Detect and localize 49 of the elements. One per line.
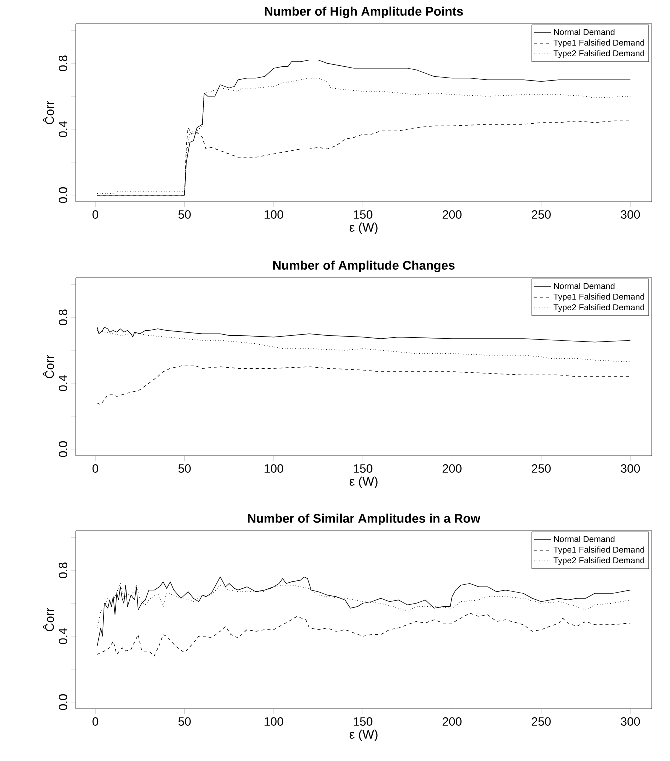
chart-title: Number of Similar Amplitudes in a Row <box>248 514 481 526</box>
chart-title: Number of Amplitude Changes <box>274 260 455 272</box>
y-tick-label: 0.4 <box>59 628 68 644</box>
y-axis-title: Ĉorr <box>43 101 54 124</box>
y-tick-label: 0.0 <box>59 188 68 204</box>
legend-label: Type2 Falsified Demand <box>554 557 644 566</box>
y-tick-label: 0.4 <box>59 376 68 392</box>
x-tick-label: 200 <box>442 464 462 473</box>
y-axis-title: Ĉorr <box>43 355 54 378</box>
y-tick-label: 0.4 <box>59 122 68 138</box>
legend-label: Type1 Falsified Demand <box>554 40 644 48</box>
legend-label: Type1 Falsified Demand <box>554 294 644 302</box>
x-tick-label: 50 <box>178 210 191 219</box>
x-tick-label: 100 <box>264 718 284 726</box>
y-tick-label: 0.0 <box>59 694 68 710</box>
legend-label: Normal Demand <box>554 283 615 290</box>
x-tick-label: 150 <box>354 464 373 473</box>
x-axis-title: ε (W) <box>350 730 378 742</box>
legend-label: Normal Demand <box>554 29 615 36</box>
x-tick-label: 250 <box>532 718 551 726</box>
y-tick-label: 0.8 <box>59 310 68 326</box>
x-tick-label: 100 <box>264 464 284 473</box>
x-tick-label: 250 <box>532 464 551 473</box>
x-tick-label: 300 <box>621 464 640 473</box>
x-axis-title: ε (W) <box>350 222 378 234</box>
x-tick-label: 0 <box>92 464 98 473</box>
legend-label: Type2 Falsified Demand <box>554 304 644 312</box>
x-tick-label: 150 <box>354 210 373 219</box>
x-tick-label: 100 <box>264 210 284 219</box>
x-tick-label: 300 <box>621 718 640 726</box>
x-tick-label: 200 <box>442 210 462 219</box>
x-tick-label: 300 <box>621 210 640 219</box>
y-tick-label: 0.8 <box>59 56 68 72</box>
x-tick-label: 150 <box>354 718 373 726</box>
line-series <box>97 576 631 647</box>
x-tick-label: 50 <box>178 464 191 473</box>
x-tick-label: 50 <box>178 718 191 726</box>
chart-title: Number of High Amplitude Points <box>265 6 464 18</box>
x-tick-label: 200 <box>442 718 462 726</box>
x-axis-title: ε (W) <box>350 476 378 488</box>
x-tick-label: 0 <box>92 718 98 726</box>
legend-label: Type2 Falsified Demand <box>554 50 644 58</box>
x-tick-label: 0 <box>92 210 98 219</box>
y-tick-label: 0.0 <box>59 442 68 458</box>
y-axis-title: Ĉorr <box>43 608 54 632</box>
x-tick-label: 250 <box>532 210 551 219</box>
legend-label: Normal Demand <box>554 536 615 542</box>
legend-label: Type1 Falsified Demand <box>554 546 644 555</box>
y-tick-label: 0.8 <box>59 562 68 578</box>
